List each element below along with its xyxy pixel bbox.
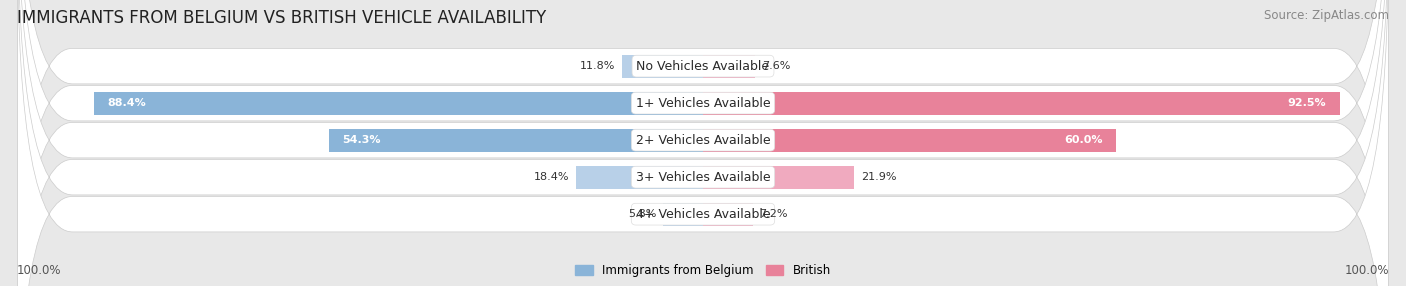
FancyBboxPatch shape: [17, 0, 1389, 286]
FancyBboxPatch shape: [17, 0, 1389, 286]
Text: Source: ZipAtlas.com: Source: ZipAtlas.com: [1264, 9, 1389, 21]
Text: 7.2%: 7.2%: [759, 209, 787, 219]
Bar: [94, 92, 703, 115]
Text: 100.0%: 100.0%: [1344, 265, 1389, 277]
Text: 1+ Vehicles Available: 1+ Vehicles Available: [636, 97, 770, 110]
FancyBboxPatch shape: [17, 0, 1389, 286]
Text: 5.8%: 5.8%: [627, 209, 657, 219]
Bar: [621, 55, 703, 78]
Text: 54.3%: 54.3%: [343, 135, 381, 145]
Text: 88.4%: 88.4%: [108, 98, 146, 108]
Bar: [703, 203, 752, 226]
Text: 92.5%: 92.5%: [1288, 98, 1326, 108]
Bar: [576, 166, 703, 189]
FancyBboxPatch shape: [17, 0, 1389, 286]
Bar: [703, 166, 853, 189]
Text: 60.0%: 60.0%: [1064, 135, 1102, 145]
Bar: [703, 129, 1116, 152]
Text: 3+ Vehicles Available: 3+ Vehicles Available: [636, 171, 770, 184]
Bar: [703, 55, 755, 78]
Text: 21.9%: 21.9%: [860, 172, 896, 182]
Text: No Vehicles Available: No Vehicles Available: [637, 59, 769, 73]
Text: 100.0%: 100.0%: [17, 265, 62, 277]
Text: 4+ Vehicles Available: 4+ Vehicles Available: [636, 208, 770, 221]
Text: IMMIGRANTS FROM BELGIUM VS BRITISH VEHICLE AVAILABILITY: IMMIGRANTS FROM BELGIUM VS BRITISH VEHIC…: [17, 9, 546, 27]
FancyBboxPatch shape: [17, 0, 1389, 286]
Text: 2+ Vehicles Available: 2+ Vehicles Available: [636, 134, 770, 147]
Bar: [664, 203, 703, 226]
Text: 18.4%: 18.4%: [534, 172, 569, 182]
Legend: Immigrants from Belgium, British: Immigrants from Belgium, British: [575, 264, 831, 277]
Text: 7.6%: 7.6%: [762, 61, 790, 71]
Bar: [329, 129, 703, 152]
Bar: [703, 92, 1340, 115]
Text: 11.8%: 11.8%: [579, 61, 614, 71]
